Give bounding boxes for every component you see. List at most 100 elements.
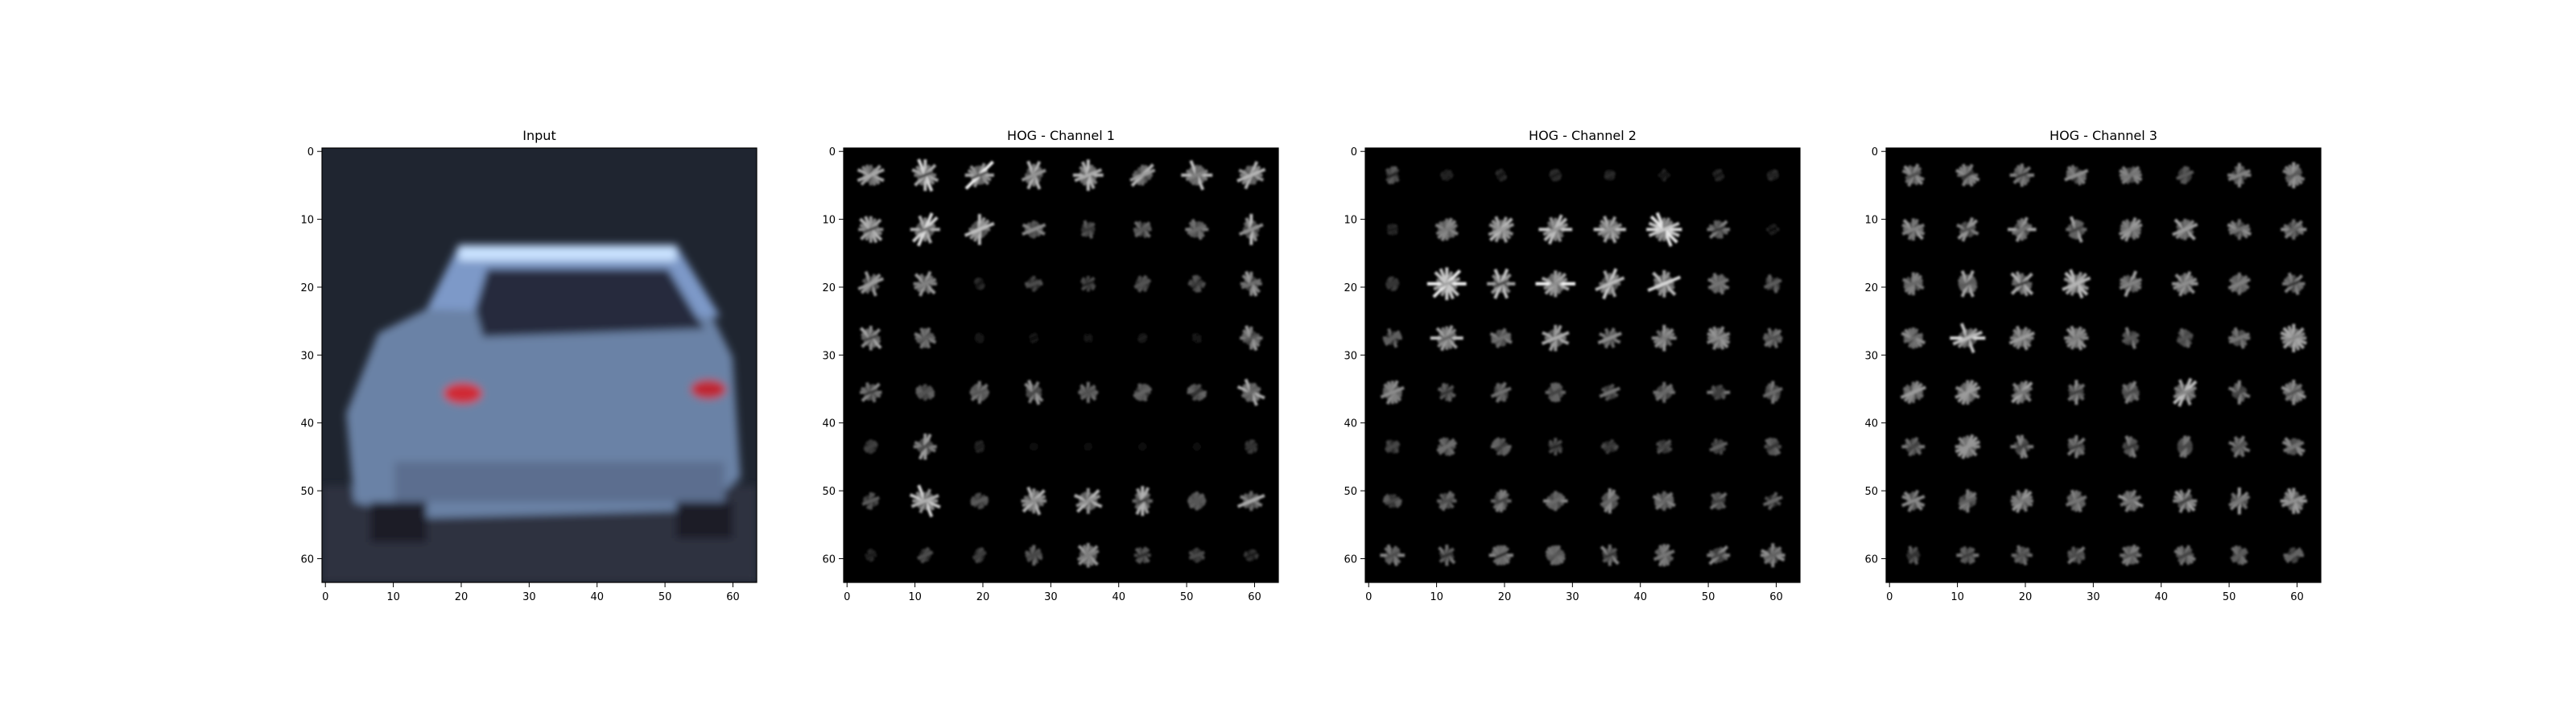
hog-cell-2-7 [2282, 272, 2306, 296]
hog-cell-2-5 [1133, 274, 1152, 293]
hog-cell-6-4 [1073, 487, 1103, 514]
hog-cell-2-4 [1595, 268, 1625, 300]
hog-cell-1-0 [1901, 218, 1926, 241]
hog-cell-3-3 [1028, 332, 1039, 344]
axes-frame [1364, 147, 1801, 583]
y-tick-label: 30 [822, 350, 836, 362]
x-tick-label: 30 [1044, 591, 1058, 603]
y-tick-label: 10 [1344, 215, 1357, 227]
hog-cell-7-4 [1076, 543, 1100, 568]
hog-cell-0-4 [1604, 169, 1616, 181]
panel-title: Input [522, 128, 555, 143]
hog-cell-2-0 [1385, 276, 1400, 291]
x-tick-label: 0 [1886, 591, 1893, 603]
hog-cell-6-3 [2065, 489, 2087, 513]
hog-cell-1-1 [1956, 216, 1979, 242]
hog-cell-1-5 [2172, 218, 2198, 241]
hog-cell-0-3 [1021, 160, 1046, 190]
hog-cell-6-7 [2280, 487, 2307, 514]
hog-cell-7-7 [1761, 543, 1785, 568]
hog-cell-6-1 [909, 484, 941, 518]
hog-cell-5-0 [1901, 437, 1926, 457]
hog-cell-2-2 [973, 277, 986, 290]
y-tick-label: 50 [1864, 486, 1878, 498]
hog-cell-0-6 [1712, 168, 1725, 182]
y-tick-label: 60 [822, 553, 836, 566]
hog-cell-3-2 [2008, 325, 2035, 351]
hog-cell-1-3 [1538, 214, 1573, 245]
hog-cell-3-0 [1901, 327, 1926, 349]
hog-cell-0-4 [2119, 166, 2143, 185]
x-tick-label: 0 [1365, 591, 1372, 603]
hog-cell-1-6 [1185, 218, 1209, 241]
hog-cell-3-2 [1489, 327, 1513, 348]
panel-title: HOG - Channel 2 [1529, 128, 1637, 143]
hog-cell-4-2 [1490, 381, 1512, 403]
hog-cell-6-2 [970, 492, 989, 509]
hog-cell-1-4 [2118, 216, 2143, 242]
hog-cell-1-3 [1022, 220, 1046, 239]
hog-cell-6-2 [2010, 488, 2033, 513]
hog-cell-3-5 [1651, 324, 1677, 352]
hog-cell-6-1 [1437, 491, 1457, 512]
hog-cell-5-5 [1655, 438, 1673, 455]
x-tick-label: 50 [2223, 591, 2236, 603]
hog-cell-3-1 [914, 327, 937, 349]
hog-cell-5-3 [2066, 435, 2086, 459]
hog-cell-3-4 [2121, 327, 2140, 350]
hog-cell-2-1 [1957, 269, 1978, 298]
hog-cell-5-6 [1192, 442, 1202, 451]
hog-cell-3-6 [2228, 327, 2251, 349]
y-tick-label: 30 [1864, 350, 1878, 362]
x-axis: 0 10 20 30 40 50 60 [1886, 582, 2304, 603]
hog-cell-3-7 [1763, 327, 1783, 349]
hog-cell-7-0 [1906, 545, 1921, 566]
hog-cell-7-4 [1600, 545, 1620, 566]
hog-cell-3-2 [974, 332, 985, 344]
y-tick-label: 60 [300, 553, 314, 566]
y-tick-label: 20 [1864, 282, 1878, 294]
y-tick-label: 50 [822, 486, 836, 498]
y-tick-label: 50 [300, 486, 314, 498]
hog-cell-0-2 [1495, 169, 1508, 182]
y-tick-label: 40 [300, 418, 314, 430]
hog-cell-6-5 [1132, 486, 1153, 516]
hog-cell-5-1 [913, 433, 937, 460]
hog-cell-1-1 [910, 212, 940, 247]
hog-cell-2-7 [1240, 270, 1262, 297]
hog-cell-6-4 [1600, 488, 1620, 514]
x-tick-label: 40 [2154, 591, 2168, 603]
hog-cell-4-6 [1707, 384, 1731, 401]
hog-cell-5-2 [2010, 434, 2034, 459]
hog-cell-2-5 [2172, 270, 2198, 297]
hog-cell-2-1 [913, 270, 937, 297]
hog-cell-0-7 [1766, 169, 1779, 182]
hog-cell-1-3 [2066, 216, 2087, 243]
hog-cell-4-2 [969, 381, 989, 404]
hog-cell-5-2 [1491, 437, 1512, 457]
hog-cell-0-0 [1901, 163, 1925, 187]
x-tick-label: 20 [455, 591, 469, 603]
y-tick-label: 10 [1864, 215, 1878, 227]
hog-cell-5-2 [973, 440, 985, 454]
hog-cell-1-2 [2008, 216, 2037, 243]
hog-cell-2-3 [2062, 269, 2091, 299]
x-tick-label: 50 [1702, 591, 1715, 603]
x-tick-label: 60 [2290, 591, 2304, 603]
hog-cell-5-3 [1029, 442, 1038, 451]
hog-cell-4-5 [1133, 383, 1153, 402]
hog-cell-0-1 [1955, 163, 1980, 187]
hog-cell-1-1 [1435, 217, 1459, 242]
hog-cell-0-2 [964, 160, 994, 190]
x-tick-label: 0 [322, 591, 328, 603]
y-axis: 0 10 20 30 40 50 60 [300, 146, 322, 566]
hog-cell-3-1 [1430, 324, 1463, 352]
input-image [322, 148, 757, 582]
hog-cell-2-7 [1763, 274, 1782, 294]
hog-cell-2-1 [1426, 267, 1467, 301]
hog-cell-0-3 [2064, 164, 2089, 186]
hog-cell-3-7 [1240, 325, 1263, 352]
hog-cell-3-3 [1541, 324, 1570, 352]
hog-cell-1-2 [1488, 216, 1515, 244]
y-tick-label: 50 [1344, 486, 1357, 498]
